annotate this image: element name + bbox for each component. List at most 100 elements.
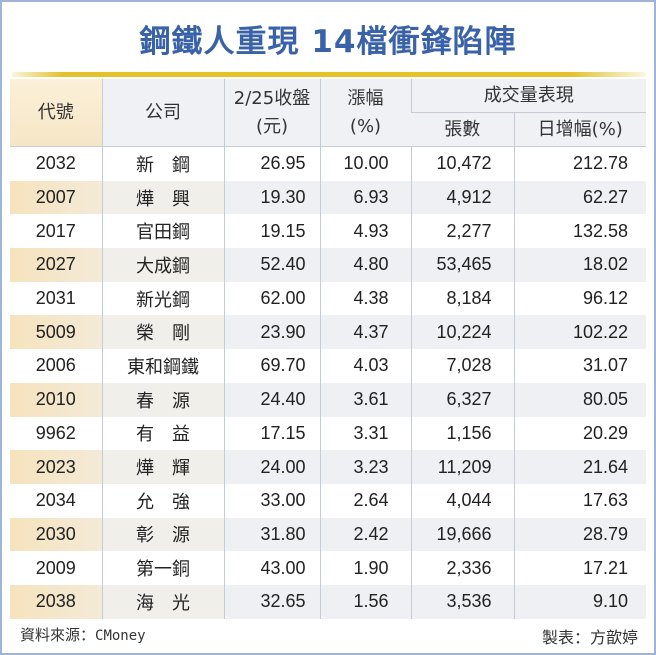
header-volume-group: 成交量表現 (410, 79, 646, 113)
cell-code: 2034 (35, 490, 76, 511)
cell-change: 10.00 (319, 146, 411, 181)
cell-daily-increase: 212.78 (513, 146, 646, 181)
cell-volume: 11,209 (410, 450, 514, 484)
table-row: 2009 第一銅 43.00 1.90 2,336 17.21 (10, 551, 646, 585)
cell-change: 4.38 (319, 281, 411, 316)
cell-company: 有 益 (101, 416, 224, 451)
cell-change: 3.61 (319, 382, 411, 417)
cell-daily-increase: 21.64 (513, 450, 646, 484)
credit-note: 製表：方歆婷 (541, 628, 638, 647)
header-company: 公司 (101, 79, 224, 147)
table-row: 2007 燁 興 19.30 6.93 4,912 62.27 (10, 180, 646, 215)
cell-daily-increase: 31.07 (513, 349, 646, 383)
cell-code: 2006 (35, 355, 76, 376)
cell-volume: 8,184 (410, 281, 514, 316)
source-note: 資料來源：CMoney (20, 624, 146, 645)
cell-close: 31.80 (223, 517, 320, 552)
source-value: CMoney (95, 628, 146, 644)
cell-close: 52.40 (223, 248, 320, 282)
cell-close: 24.40 (223, 382, 320, 417)
header-close-line2: (元) (255, 115, 289, 137)
cell-close: 19.15 (223, 214, 320, 249)
header-daily-increase: 日增幅(%) (513, 112, 646, 147)
source-label: 資料來源： (20, 626, 96, 644)
cell-daily-increase: 28.79 (513, 517, 646, 552)
cell-code: 2017 (35, 220, 76, 241)
cell-daily-increase: 18.02 (513, 248, 646, 282)
cell-daily-increase: 96.12 (513, 281, 646, 316)
header-code: 代號 (10, 79, 102, 147)
cell-change: 2.42 (319, 517, 411, 552)
cell-volume: 4,912 (410, 180, 514, 215)
cell-company: 新光鋼 (101, 281, 224, 316)
table-row: 2027 大成鋼 52.40 4.80 53,465 18.02 (10, 248, 646, 282)
cell-change: 1.90 (319, 551, 411, 585)
cell-change: 4.80 (319, 248, 411, 282)
cell-code: 2007 (10, 180, 102, 215)
cell-daily-increase: 102.22 (513, 315, 646, 350)
cell-volume: 2,277 (410, 214, 514, 249)
cell-company: 允 強 (101, 483, 224, 518)
table-row: 2034 允 強 33.00 2.64 4,044 17.63 (10, 483, 646, 518)
cell-volume: 7,028 (410, 349, 514, 383)
table-row: 2032 新 鋼 26.95 10.00 10,472 212.78 (10, 146, 646, 181)
cell-close: 23.90 (223, 315, 320, 350)
cell-change: 4.93 (319, 214, 411, 249)
cell-volume: 10,224 (410, 315, 514, 350)
table-row: 2006 東和鋼鐵 69.70 4.03 7,028 31.07 (10, 349, 646, 383)
cell-company: 第一銅 (101, 551, 224, 585)
cell-change: 4.03 (319, 349, 411, 383)
cell-change: 6.93 (319, 180, 411, 215)
cell-change: 3.31 (319, 416, 411, 451)
cell-close: 24.00 (223, 450, 320, 484)
cell-company: 彰 源 (101, 517, 224, 552)
cell-company: 新 鋼 (101, 146, 224, 181)
table-row: 2017 官田鋼 19.15 4.93 2,277 132.58 (10, 214, 646, 249)
table-row: 2031 新光鋼 62.00 4.38 8,184 96.12 (10, 281, 646, 316)
cell-close: 32.65 (223, 584, 320, 619)
cell-company: 春 源 (101, 382, 224, 417)
cell-change: 3.23 (319, 450, 411, 484)
table-row: 2038 海 光 32.65 1.56 3,536 9.10 (10, 584, 646, 619)
cell-code: 2009 (35, 557, 76, 578)
cell-volume: 19,666 (410, 517, 514, 552)
cell-code: 2032 (35, 153, 76, 174)
cell-close: 26.95 (223, 146, 320, 181)
cell-volume: 6,327 (410, 382, 514, 417)
cell-close: 62.00 (223, 281, 320, 316)
cell-code: 2038 (10, 584, 102, 619)
cell-code: 2027 (10, 248, 102, 282)
cell-volume: 10,472 (410, 146, 514, 181)
cell-code: 5009 (10, 315, 102, 350)
cell-code: 2023 (10, 450, 102, 484)
cell-code: 9962 (35, 422, 76, 443)
cell-close: 33.00 (223, 483, 320, 518)
cell-daily-increase: 20.29 (513, 416, 646, 451)
table-body: 2032 新 鋼 26.95 10.00 10,472 212.78 2007 燁 興 19.… (10, 146, 646, 619)
cell-company: 官田鋼 (101, 214, 224, 249)
cell-change: 2.64 (319, 483, 411, 518)
header-volume: 張數 (411, 112, 514, 147)
cell-change: 1.56 (319, 584, 411, 619)
table-row: 2030 彰 源 31.80 2.42 19,666 28.79 (10, 517, 646, 552)
cell-close: 69.70 (223, 349, 320, 383)
header-close: 2/25收盤 (元) (223, 79, 320, 147)
cell-company: 大成鋼 (101, 248, 224, 282)
cell-close: 17.15 (223, 416, 320, 451)
header-close-line1: 2/25收盤 (233, 87, 311, 109)
cell-company: 榮 剛 (101, 315, 224, 350)
cell-daily-increase: 62.27 (513, 180, 646, 215)
steel-stocks-table: 代號 公司 2/25收盤 (元) 漲幅 (%) 成交量表現 張數 日增幅(%) … (10, 79, 646, 619)
header-change-line2: (%) (349, 115, 382, 137)
table-row: 9962 有 益 17.15 3.31 1,156 20.29 (10, 416, 646, 451)
cell-company: 東和鋼鐵 (101, 349, 224, 383)
cell-volume: 2,336 (410, 551, 514, 585)
cell-company: 燁 興 (101, 180, 224, 215)
cell-daily-increase: 17.63 (513, 483, 646, 518)
page-title: 鋼鐵人重現 14檔衝鋒陷陣 (139, 24, 517, 60)
table-row: 2010 春 源 24.40 3.61 6,327 80.05 (10, 382, 646, 417)
cell-code: 2031 (35, 288, 76, 309)
table-header: 代號 公司 2/25收盤 (元) 漲幅 (%) 成交量表現 張數 日增幅(%) (10, 79, 646, 147)
header-change-line1: 漲幅 (347, 87, 384, 109)
cell-daily-increase: 80.05 (513, 382, 646, 417)
